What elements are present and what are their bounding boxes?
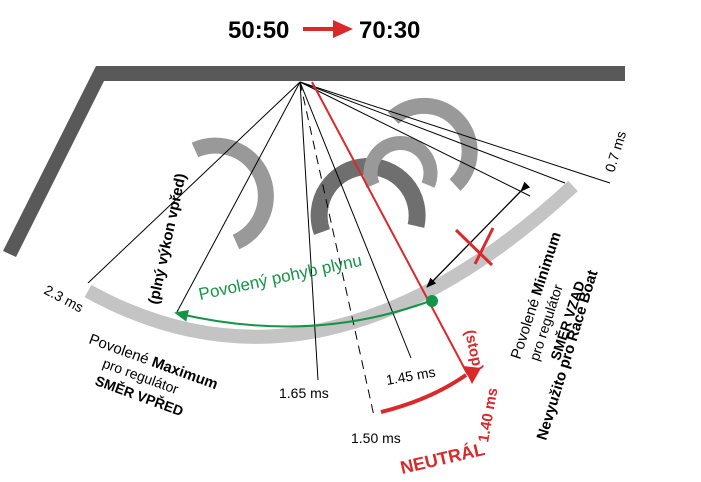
lever-shape-small — [363, 136, 438, 188]
allowed-motion-arrow — [174, 300, 431, 328]
title-ratio-right: 70:30 — [359, 17, 420, 44]
title-arrow-icon — [303, 20, 353, 38]
allowed-motion-dot — [426, 295, 438, 307]
title-ratio-left: 50:50 — [228, 17, 289, 44]
forbidden-x-icon — [454, 227, 495, 267]
neutral-arrow — [380, 373, 468, 414]
pulse-1-40-label: 1.40 ms — [475, 387, 501, 444]
pivot-ray-neutral — [311, 81, 469, 376]
neutral-arrow-head — [463, 366, 481, 384]
pulse-1-45-label: 1.45 ms — [385, 364, 437, 388]
pulse-2-3-label: 2.3 ms — [42, 282, 87, 316]
neutral-label: NEUTRÁL — [398, 438, 487, 478]
lever-shape-left — [191, 137, 274, 250]
pulse-0-7-label: 0.7 ms — [602, 129, 630, 174]
lever-shape-right — [387, 97, 478, 191]
reverse-range-arrow — [426, 181, 531, 288]
pulse-rays — [87, 81, 611, 417]
full-forward-label: (plný výkon vpřed) — [145, 172, 189, 306]
stop-label: (stop) — [461, 328, 486, 372]
max-limit-text: Povolené Maximum pro regulátor SMĚR VPŘE… — [87, 331, 221, 419]
pulse-1-50-label: 1.50 ms — [351, 430, 401, 446]
allowed-motion-label: Povolený pohyb plynu — [197, 251, 364, 304]
pulse-1-65-label: 1.65 ms — [279, 385, 329, 401]
